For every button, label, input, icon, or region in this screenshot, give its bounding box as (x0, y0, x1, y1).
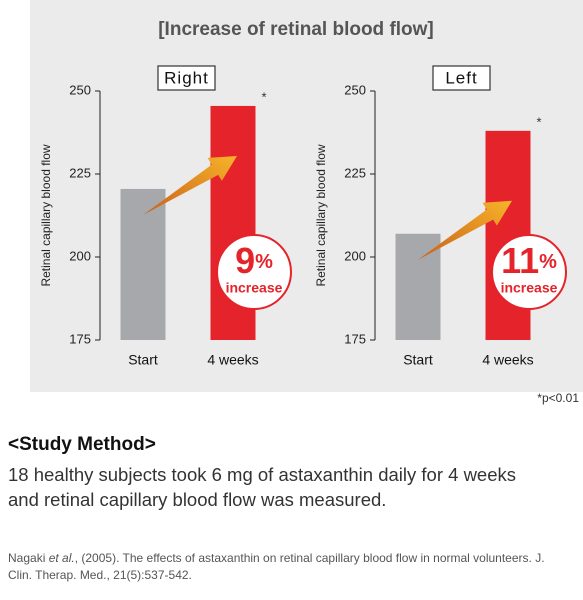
y-axis-label: Retinal capillary blood flow (39, 144, 53, 286)
badge-unit: % (255, 251, 273, 273)
panel-title: Right (164, 68, 209, 87)
significance: * (262, 89, 267, 104)
panel-title-box (157, 65, 216, 91)
method-heading: <Study Method> (8, 434, 156, 455)
badge-value: 9% (235, 240, 273, 281)
badge (491, 234, 567, 310)
x-tick-label: Start (128, 352, 158, 368)
citation: Nagaki et al., (2005). The effects of as… (8, 550, 548, 584)
badge-unit: % (539, 251, 557, 273)
significance: * (537, 114, 542, 129)
y-tick-label: 225 (344, 165, 366, 180)
panel-title-box (432, 65, 491, 91)
panel-title: Left (445, 68, 477, 87)
y-tick-label: 200 (344, 248, 366, 263)
method-line: 18 healthy subjects took 6 mg of astaxan… (8, 464, 517, 485)
x-tick-label: Start (403, 352, 433, 368)
method-text: 18 healthy subjects took 6 mg of astaxan… (8, 462, 516, 512)
badge-number: 9 (235, 240, 255, 281)
y-tick-label: 250 (69, 82, 91, 97)
badge-value: 11% (501, 240, 557, 281)
y-tick-label: 175 (344, 331, 366, 346)
method-line: and retinal capillary blood flow was mea… (8, 489, 387, 510)
chart-title: [Increase of retinal blood flow] (158, 19, 434, 40)
bar (120, 188, 166, 340)
citation-rest: , (2005). The effects of astaxanthin on … (8, 551, 545, 582)
footnote: *p<0.01 (537, 391, 579, 405)
y-tick-label: 250 (344, 82, 366, 97)
badge (216, 234, 292, 310)
chart: [Increase of retinal blood flow] Right Re… (30, 0, 583, 392)
citation-author: Nagaki (8, 551, 46, 565)
badge-text: increase (501, 280, 558, 296)
y-tick-label: 200 (69, 248, 91, 263)
y-tick-label: 225 (69, 165, 91, 180)
y-axis-label: Retinal capillary blood flow (314, 144, 328, 286)
y-tick-label: 175 (69, 331, 91, 346)
citation-etal: et al. (48, 551, 75, 565)
x-tick-label: 4 weeks (207, 352, 258, 368)
arrow (418, 200, 512, 260)
arrow (143, 155, 237, 215)
badge-number: 11 (501, 240, 539, 281)
x-tick-label: 4 weeks (482, 352, 533, 368)
badge-text: increase (226, 280, 283, 296)
